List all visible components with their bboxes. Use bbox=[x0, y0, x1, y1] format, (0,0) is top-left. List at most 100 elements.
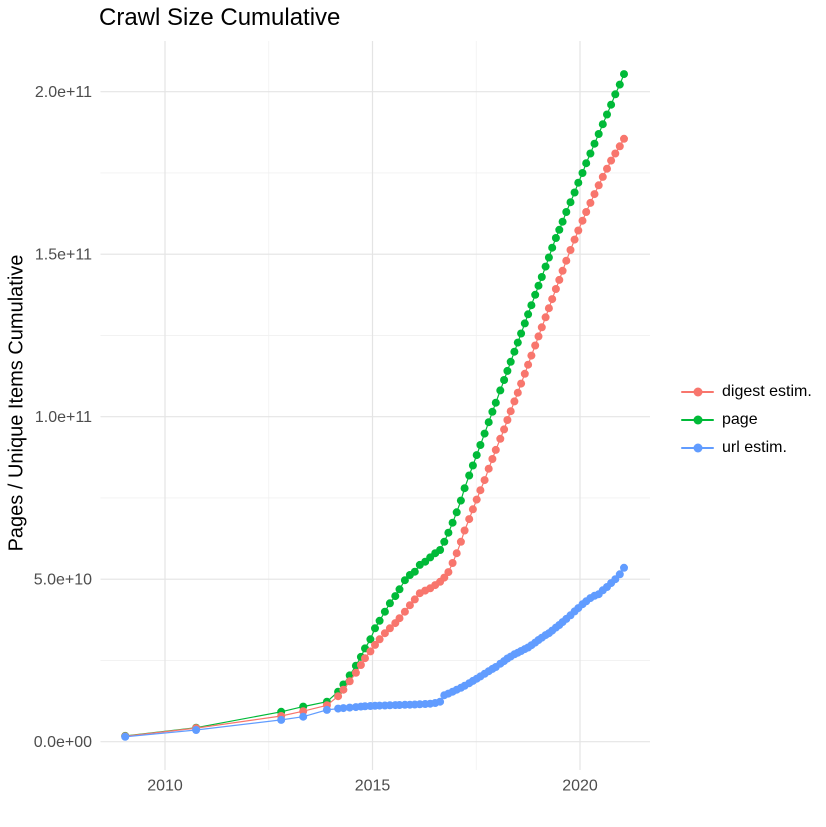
data-point bbox=[375, 635, 384, 644]
data-point bbox=[603, 164, 611, 173]
chart-title: Crawl Size Cumulative bbox=[99, 4, 341, 31]
data-point bbox=[345, 671, 354, 680]
data-point bbox=[299, 712, 308, 721]
data-point bbox=[484, 418, 493, 427]
data-point bbox=[615, 142, 624, 151]
data-point bbox=[562, 256, 571, 265]
data-point bbox=[537, 323, 546, 332]
data-point bbox=[400, 576, 409, 585]
legend-dot-icon bbox=[693, 443, 702, 453]
data-point bbox=[277, 715, 286, 724]
series-page bbox=[121, 70, 628, 740]
data-point bbox=[500, 425, 509, 434]
legend-label-page: page bbox=[722, 411, 758, 428]
data-point bbox=[452, 549, 461, 558]
y-tick-label: 5.0e+10 bbox=[34, 572, 92, 589]
y-tick-label: 1.0e+11 bbox=[35, 409, 92, 426]
data-point bbox=[395, 585, 404, 594]
data-point bbox=[578, 216, 587, 225]
data-point bbox=[598, 120, 607, 129]
data-point bbox=[192, 726, 201, 734]
data-point bbox=[598, 172, 607, 181]
data-point bbox=[476, 441, 485, 449]
data-point bbox=[491, 398, 500, 407]
data-point bbox=[586, 198, 595, 207]
major-gridlines bbox=[100, 41, 650, 770]
data-point bbox=[607, 156, 616, 165]
data-point bbox=[531, 290, 540, 299]
data-point bbox=[460, 484, 469, 493]
data-point bbox=[472, 495, 481, 504]
data-point bbox=[510, 397, 519, 406]
data-point bbox=[570, 188, 579, 197]
y-tick-label: 1.5e+11 bbox=[35, 247, 92, 264]
data-point bbox=[594, 181, 603, 190]
data-point bbox=[586, 149, 595, 158]
data-point bbox=[436, 697, 445, 706]
data-point bbox=[410, 595, 419, 604]
data-point bbox=[603, 110, 611, 119]
data-point bbox=[391, 592, 400, 601]
data-point bbox=[506, 357, 515, 366]
data-point bbox=[555, 275, 564, 284]
data-point bbox=[562, 208, 571, 216]
data-point bbox=[544, 304, 553, 313]
data-point bbox=[548, 295, 557, 304]
data-point bbox=[590, 139, 599, 148]
data-point bbox=[410, 567, 419, 576]
data-point bbox=[121, 732, 130, 741]
data-point bbox=[380, 629, 389, 638]
data-point bbox=[582, 208, 591, 216]
data-point bbox=[488, 407, 497, 416]
legend-label-url-estim: url estim. bbox=[722, 439, 787, 456]
data-point bbox=[444, 568, 453, 577]
x-axis-tick-labels: 2010 2015 2020 bbox=[147, 778, 598, 795]
data-point bbox=[345, 677, 354, 686]
data-point bbox=[620, 70, 628, 79]
data-point bbox=[620, 563, 628, 572]
data-point bbox=[551, 285, 560, 293]
data-point bbox=[496, 434, 505, 443]
data-point bbox=[520, 319, 529, 328]
data-point bbox=[366, 635, 375, 644]
series-url-estim bbox=[121, 563, 628, 741]
data-point bbox=[440, 537, 449, 546]
data-point bbox=[395, 614, 404, 623]
data-point bbox=[460, 526, 469, 535]
data-point bbox=[480, 476, 489, 485]
data-point bbox=[590, 190, 599, 199]
data-point bbox=[299, 707, 308, 716]
data-point bbox=[520, 369, 529, 378]
data-point bbox=[574, 226, 583, 235]
data-point bbox=[356, 661, 365, 669]
minor-gridlines bbox=[100, 41, 650, 770]
data-point bbox=[544, 253, 553, 262]
y-tick-label: 2.0e+11 bbox=[35, 84, 92, 101]
data-point bbox=[322, 705, 331, 714]
data-point bbox=[400, 607, 409, 616]
x-tick-label: 2020 bbox=[562, 778, 598, 795]
data-point bbox=[375, 616, 384, 625]
data-point bbox=[405, 601, 414, 610]
data-point bbox=[491, 445, 500, 454]
legend: digest estim. page url estim. bbox=[681, 378, 812, 462]
data-point bbox=[345, 703, 354, 712]
data-point bbox=[484, 464, 493, 473]
y-tick-label: 0.0e+00 bbox=[34, 734, 92, 751]
data-point bbox=[371, 640, 379, 649]
data-point bbox=[620, 134, 628, 143]
data-point bbox=[517, 379, 526, 388]
data-point bbox=[527, 301, 536, 310]
data-point bbox=[472, 451, 481, 460]
legend-dot-icon bbox=[693, 387, 702, 397]
data-point bbox=[448, 559, 457, 567]
data-point bbox=[548, 243, 557, 252]
data-point bbox=[385, 599, 394, 608]
data-point bbox=[506, 407, 515, 416]
data-point bbox=[452, 508, 461, 517]
series-line bbox=[125, 567, 625, 738]
legend-key-digest-estim bbox=[681, 384, 714, 400]
data-point bbox=[534, 332, 543, 341]
